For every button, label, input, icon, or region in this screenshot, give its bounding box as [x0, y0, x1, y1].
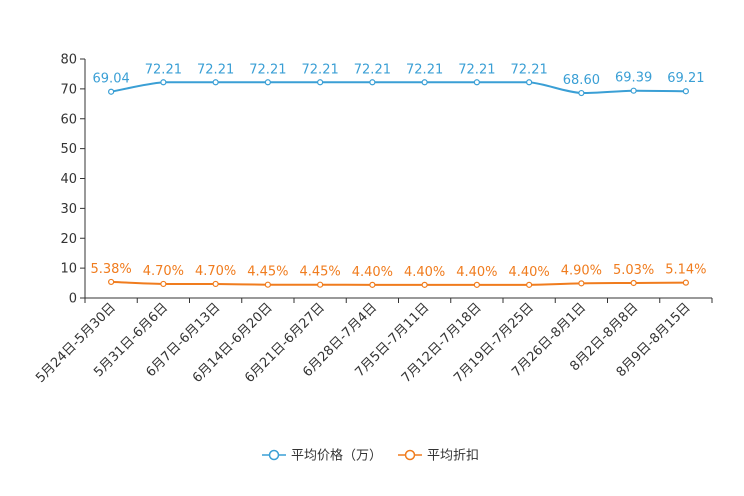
data-point[interactable]	[108, 88, 115, 95]
data-label: 69.21	[667, 71, 704, 86]
data-label: 4.40%	[456, 265, 497, 280]
data-point[interactable]	[682, 279, 689, 286]
data-label: 5.14%	[665, 263, 706, 278]
data-point[interactable]	[473, 281, 480, 288]
data-point[interactable]	[630, 87, 637, 94]
y-tick-label: 0	[69, 292, 77, 307]
data-labels: 69.04 72.21 72.21 72.21 72.21 72.21 72.21 72.21…	[90, 62, 706, 280]
data-point[interactable]	[212, 280, 219, 288]
data-label: 4.90%	[561, 263, 602, 278]
data-label: 4.45%	[299, 265, 340, 280]
data-label: 72.21	[458, 62, 495, 77]
data-point[interactable]	[473, 79, 480, 86]
y-tick-label: 30	[60, 202, 77, 217]
data-point[interactable]	[317, 79, 324, 86]
data-label: 72.21	[511, 62, 548, 77]
data-label: 4.40%	[508, 265, 549, 280]
data-label: 72.21	[406, 62, 443, 77]
data-label: 4.45%	[247, 265, 288, 280]
axes: 010203040506070805月24日-5月30日5月31日-6月6日6月…	[33, 53, 713, 386]
data-label: 5.38%	[90, 262, 131, 277]
data-label: 72.21	[145, 62, 182, 77]
series-line-1	[110, 81, 686, 95]
legend-label: 平均折扣	[427, 449, 479, 464]
circle-line-icon	[404, 449, 416, 461]
data-label: 4.70%	[143, 264, 184, 279]
circle-line-icon	[268, 449, 280, 461]
data-point[interactable]	[526, 281, 533, 288]
data-label: 5.03%	[613, 263, 654, 278]
data-point[interactable]	[578, 89, 585, 97]
data-point[interactable]	[578, 280, 585, 287]
legend: 平均价格（万） 平均折扣	[262, 448, 479, 464]
data-point[interactable]	[160, 79, 167, 86]
data-label: 68.60	[563, 73, 600, 88]
data-label: 4.70%	[195, 264, 236, 279]
legend-item-2[interactable]: 平均折扣	[398, 449, 479, 464]
data-point[interactable]	[682, 88, 689, 95]
data-point[interactable]	[369, 79, 376, 86]
data-point[interactable]	[264, 79, 271, 86]
legend-item-1[interactable]: 平均价格（万）	[262, 448, 382, 464]
series-line-2	[111, 280, 686, 286]
y-tick-label: 50	[60, 142, 77, 157]
data-label: 4.40%	[404, 265, 445, 280]
data-point[interactable]	[317, 281, 324, 288]
data-label: 72.21	[302, 62, 339, 77]
data-label: 4.40%	[352, 265, 393, 280]
data-point[interactable]	[212, 79, 219, 86]
y-tick-label: 40	[60, 172, 77, 187]
legend-label: 平均价格（万）	[291, 448, 382, 464]
data-point[interactable]	[421, 281, 428, 288]
data-point[interactable]	[526, 79, 533, 86]
data-point[interactable]	[160, 280, 167, 288]
y-tick-label: 10	[60, 262, 77, 277]
data-point[interactable]	[108, 278, 115, 286]
data-point[interactable]	[264, 281, 271, 288]
data-label: 72.21	[249, 62, 286, 77]
data-label: 72.21	[197, 62, 234, 77]
y-tick-label: 70	[60, 82, 77, 97]
data-label: 69.39	[615, 71, 652, 86]
data-point[interactable]	[421, 79, 428, 86]
data-label: 72.21	[354, 62, 391, 77]
y-tick-label: 80	[60, 53, 77, 68]
data-label: 69.04	[93, 72, 130, 87]
series-layer	[108, 79, 689, 288]
y-tick-label: 60	[60, 112, 77, 127]
y-tick-label: 20	[60, 232, 77, 247]
data-point[interactable]	[630, 279, 637, 287]
data-point[interactable]	[369, 281, 376, 288]
